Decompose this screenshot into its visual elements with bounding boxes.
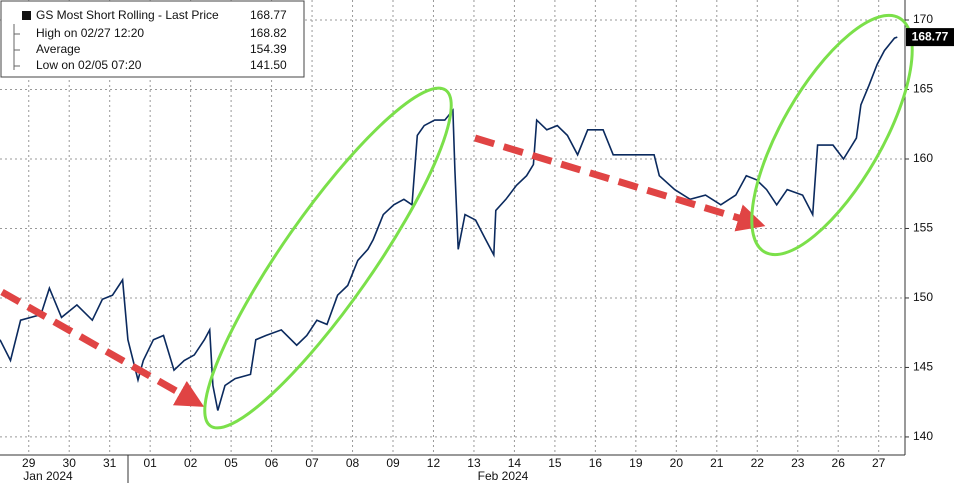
legend-row-value: 141.50 xyxy=(250,58,287,72)
y-tick-label: 170 xyxy=(913,12,933,26)
trend-arrow xyxy=(0,288,205,407)
x-tick-label: 23 xyxy=(791,456,805,470)
last-price-label: 168.77 xyxy=(912,29,949,43)
legend-row-value: 168.82 xyxy=(250,26,287,40)
x-tick-label: 16 xyxy=(589,456,603,470)
legend-row-label: Average xyxy=(36,42,81,56)
x-tick-label: 15 xyxy=(548,456,562,470)
x-tick-label: 05 xyxy=(224,456,238,470)
x-tick-label: 13 xyxy=(467,456,481,470)
x-tick-label: 06 xyxy=(265,456,279,470)
highlight-ellipse xyxy=(203,86,453,430)
x-tick-label: 12 xyxy=(427,456,441,470)
legend-box xyxy=(0,0,305,78)
legend-value: 168.77 xyxy=(250,8,287,22)
x-tick-label: 09 xyxy=(386,456,400,470)
x-tick-label: 22 xyxy=(751,456,765,470)
legend-title: GS Most Short Rolling - Last Price xyxy=(36,8,219,22)
x-tick-label: 31 xyxy=(103,456,117,470)
x-tick-label: 19 xyxy=(629,456,643,470)
x-tick-label: 08 xyxy=(346,456,360,470)
y-tick-label: 155 xyxy=(913,221,933,235)
highlight-ellipse xyxy=(750,13,914,257)
legend-row-label: High on 02/27 12:20 xyxy=(36,26,144,40)
x-tick-label: 02 xyxy=(184,456,198,470)
trend-arrow xyxy=(473,134,766,232)
y-tick-label: 140 xyxy=(913,429,933,443)
x-tick-label: 20 xyxy=(670,456,684,470)
x-tick-label: 14 xyxy=(508,456,522,470)
x-tick-label: 29 xyxy=(22,456,36,470)
x-tick-label: 21 xyxy=(710,456,724,470)
x-tick-label: 30 xyxy=(63,456,77,470)
y-tick-label: 160 xyxy=(913,151,933,165)
legend-row-value: 154.39 xyxy=(250,42,287,56)
y-tick-label: 150 xyxy=(913,290,933,304)
legend-swatch xyxy=(22,11,31,20)
month-label: Jan 2024 xyxy=(23,469,73,483)
x-tick-label: 27 xyxy=(872,456,886,470)
last-price-tag xyxy=(906,28,954,47)
x-tick-label: 07 xyxy=(305,456,319,470)
y-tick-label: 165 xyxy=(913,82,933,96)
legend: GS Most Short Rolling - Last Price 168.7… xyxy=(0,0,305,78)
y-tick-label: 145 xyxy=(913,360,933,374)
x-tick-label: 01 xyxy=(143,456,157,470)
legend-row-label: Low on 02/05 07:20 xyxy=(36,58,142,72)
x-tick-label: 26 xyxy=(832,456,846,470)
month-label: Feb 2024 xyxy=(478,469,529,483)
